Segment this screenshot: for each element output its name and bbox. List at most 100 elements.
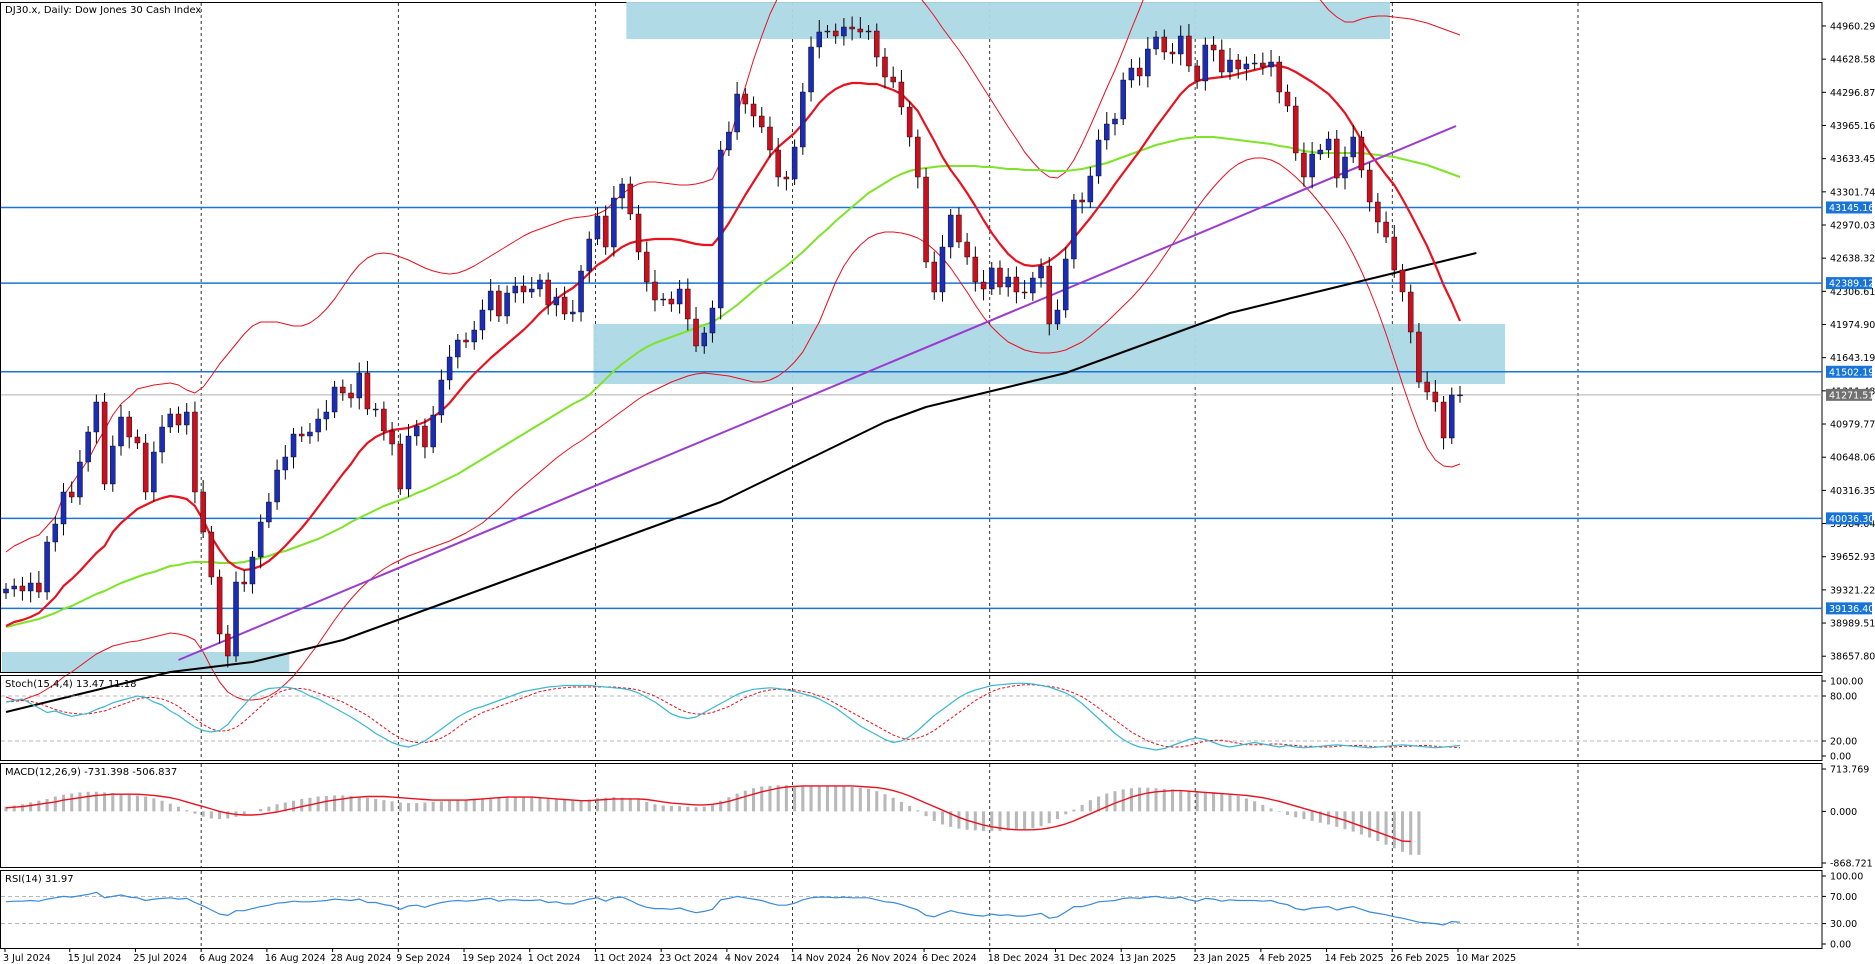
macd-histogram-bar (1302, 811, 1306, 820)
macd-histogram-bar (152, 798, 156, 812)
macd-histogram-bar (390, 801, 394, 812)
candle-body (685, 288, 691, 320)
rsi-tick-label: 0.00 (1830, 940, 1851, 951)
candle-body (890, 76, 896, 83)
date-tick-label: 4 Feb 2025 (1259, 953, 1312, 964)
candle-body (528, 288, 535, 293)
chart-title: DJ30.x, Daily: Dow Jones 30 Cash Index (5, 5, 201, 16)
candle-body (652, 281, 658, 301)
price-tick-label: 42638.32 (1830, 254, 1875, 265)
rsi-title: RSI(14) 31.97 (5, 874, 74, 885)
macd-histogram-bar (801, 786, 805, 812)
candle-body (1013, 276, 1020, 293)
candle-body (315, 418, 321, 433)
macd-histogram-bar (776, 785, 780, 812)
candle-body (381, 408, 387, 432)
date-tick-label: 23 Oct 2024 (659, 953, 718, 964)
macd-histogram-bar (209, 811, 213, 819)
candle-body (257, 521, 264, 558)
macd-histogram-bar (554, 798, 558, 812)
level-price-badge: 43145.16 (1829, 203, 1874, 214)
macd-histogram-bar (628, 798, 632, 812)
macd-histogram-bar (1400, 811, 1405, 852)
macd-histogram-bar (883, 794, 887, 812)
date-tick-label: 26 Nov 2024 (856, 953, 917, 964)
candle-body (183, 411, 190, 426)
candle-body (1350, 136, 1356, 158)
macd-histogram-bar (1129, 788, 1133, 812)
macd-histogram-bar (472, 798, 476, 812)
price-tick-label: 39652.93 (1830, 552, 1875, 563)
candle-body (865, 30, 872, 33)
macd-histogram-bar (160, 800, 164, 812)
candle-body (1153, 36, 1159, 50)
candle-body (980, 281, 987, 290)
candle-body (874, 30, 880, 58)
macd-histogram-bar (924, 811, 928, 817)
macd-histogram-bar (867, 788, 871, 812)
candle-body (249, 556, 256, 585)
macd-histogram-bar (908, 806, 912, 812)
candle-body (1375, 201, 1381, 223)
price-tick-label: 43301.74 (1830, 187, 1875, 198)
candle-body (767, 126, 773, 151)
price-tick-label: 41974.90 (1830, 320, 1875, 331)
candle-body (947, 214, 954, 248)
macd-histogram-bar (382, 800, 386, 812)
candle-body (578, 270, 584, 313)
candle-body (36, 582, 42, 593)
candle-body (44, 541, 50, 593)
candle-body (3, 588, 9, 594)
candle-body (602, 215, 609, 248)
candle-body (1079, 199, 1085, 203)
macd-histogram-bar (1031, 811, 1035, 829)
candle-body (331, 386, 338, 413)
macd-histogram-bar (1409, 811, 1413, 855)
macd-histogram-bar (1417, 811, 1421, 855)
candle-body (405, 435, 412, 490)
candle-body (159, 426, 165, 453)
candle-body (77, 461, 83, 498)
macd-histogram-bar (760, 786, 764, 812)
candle-body (274, 469, 280, 503)
macd-tick-label: -868.721 (1830, 859, 1873, 870)
macd-histogram-bar (497, 797, 501, 812)
candle-body (455, 339, 461, 358)
macd-histogram-bar (275, 804, 279, 812)
date-tick-label: 6 Aug 2024 (199, 953, 254, 964)
macd-histogram-bar (456, 800, 460, 812)
macd-histogram-bar (694, 807, 698, 812)
candle-body (93, 401, 100, 433)
macd-histogram-bar (1113, 791, 1117, 812)
macd-histogram-bar (809, 786, 813, 812)
date-tick-label: 3 Jul 2024 (3, 953, 51, 964)
candle-body (397, 443, 404, 490)
macd-histogram-bar (891, 797, 895, 812)
candle-body (110, 445, 116, 485)
macd-histogram-bar (620, 797, 624, 812)
date-tick-label: 28 Aug 2024 (331, 953, 392, 964)
candle-body (1235, 59, 1241, 70)
macd-histogram-bar (1384, 811, 1388, 845)
macd-histogram-bar (661, 805, 665, 812)
candle-body (570, 311, 576, 315)
macd-histogram-bar (916, 810, 920, 812)
candle-body (282, 456, 289, 471)
macd-histogram-bar (448, 800, 452, 812)
price-tick-label: 44628.58 (1830, 55, 1875, 66)
candle-body (1227, 59, 1233, 73)
macd-histogram-bar (464, 799, 468, 812)
stoch-tick-label: 20.00 (1830, 737, 1857, 748)
price-tick-label: 40316.35 (1830, 486, 1875, 497)
candle-body (1284, 91, 1291, 107)
macd-histogram-bar (111, 792, 115, 812)
macd-histogram-bar (973, 811, 977, 831)
candle-body (1095, 139, 1102, 177)
candle-body (422, 425, 428, 448)
candle-body (479, 309, 486, 331)
macd-histogram-bar (1105, 793, 1109, 812)
macd-histogram-bar (218, 811, 222, 820)
macd-histogram-bar (70, 793, 74, 812)
macd-histogram-bar (1220, 792, 1224, 812)
candle-body (356, 372, 362, 399)
